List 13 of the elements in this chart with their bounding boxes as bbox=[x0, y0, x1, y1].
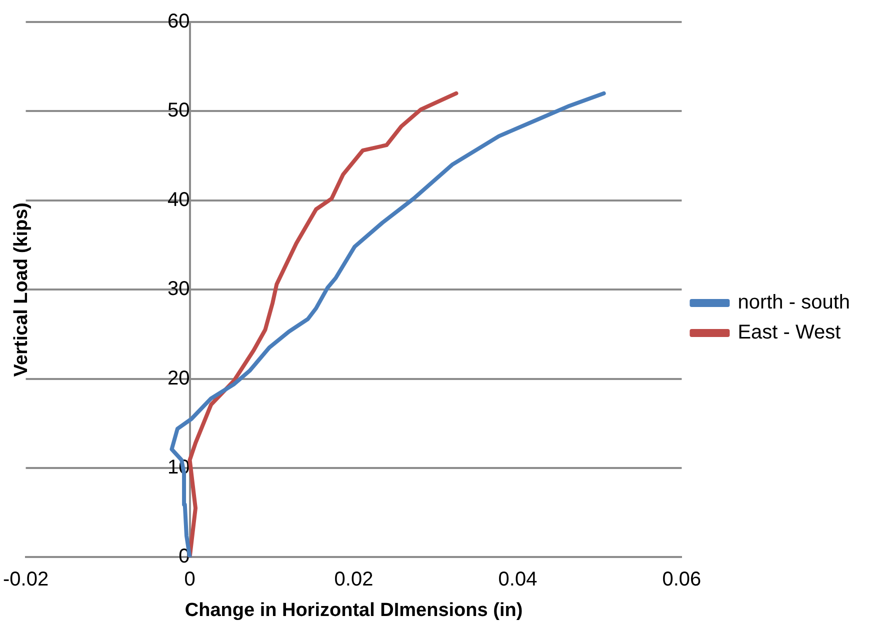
y-tick-label: 40 bbox=[168, 188, 190, 211]
y-tick-label: 60 bbox=[168, 10, 190, 33]
x-tick-label: 0.02 bbox=[334, 568, 374, 591]
x-tick-label: -0.02 bbox=[2, 568, 49, 591]
y-tick-label: 50 bbox=[168, 100, 190, 122]
x-tick-label: 0.04 bbox=[498, 568, 538, 591]
y-tick-label: 30 bbox=[168, 278, 190, 300]
x-axis-title: Change in Horizontal DImensions (in) bbox=[184, 600, 523, 621]
y-tick-label: 20 bbox=[168, 367, 190, 390]
y-axis-title: Vertical Load (kips) bbox=[11, 202, 32, 377]
legend-label: north - south bbox=[738, 292, 850, 314]
x-tick-label: 0.06 bbox=[662, 568, 702, 591]
legend-label: East - West bbox=[738, 322, 842, 344]
